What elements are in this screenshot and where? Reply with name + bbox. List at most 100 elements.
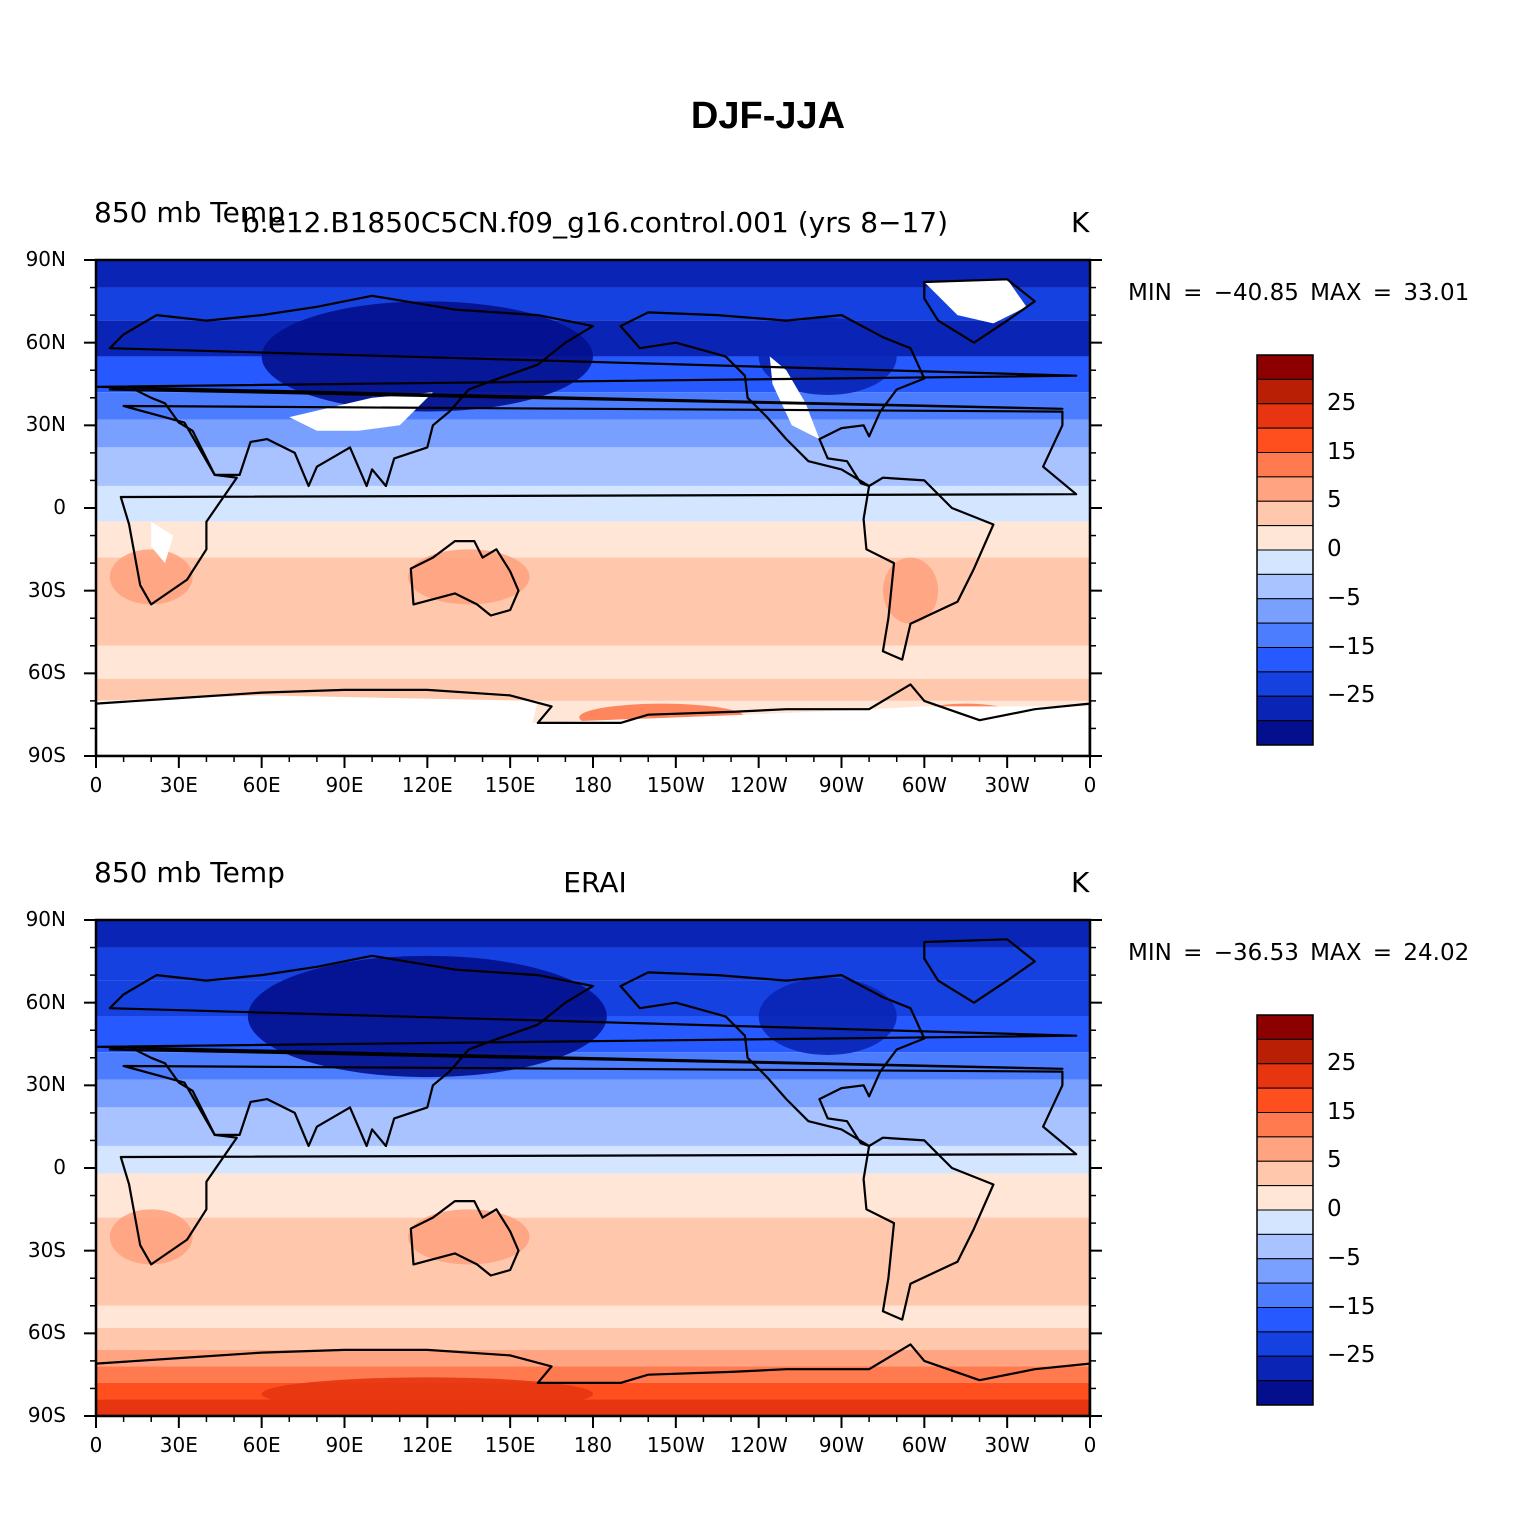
colorbar-swatch — [1256, 1209, 1314, 1235]
x-tick-label: 60W — [901, 773, 947, 797]
x-tick-label: 60W — [901, 1433, 947, 1457]
contour-band — [96, 1399, 1090, 1416]
colorbar-tick-label: −5 — [1327, 1244, 1361, 1271]
y-tick-label: 60N — [25, 989, 66, 1014]
south-america-warm — [882, 557, 939, 624]
colorbar-swatch — [1256, 1185, 1314, 1211]
coastline — [409, 1200, 520, 1277]
colorbar-swatch — [1256, 525, 1314, 551]
x-tick-label: 60E — [242, 773, 281, 797]
coastline — [862, 1136, 995, 1321]
south-africa-warm — [109, 1209, 193, 1265]
y-tick-label: 30N — [25, 412, 66, 437]
colorbar-tick-label: −15 — [1327, 1293, 1376, 1320]
colorbar-tick-label: −15 — [1327, 633, 1376, 660]
colorbar-tick-label: 5 — [1327, 487, 1342, 514]
coastline — [923, 938, 1036, 1004]
canada-cold-core — [758, 317, 897, 396]
coastline — [119, 404, 1078, 606]
colorbar-swatch — [1256, 549, 1314, 575]
x-tick-label: 90E — [325, 1433, 364, 1457]
colorbar-swatch — [1256, 573, 1314, 600]
panel-variable-label: 850 mb Temp — [94, 196, 285, 229]
colorbar-tick-label: 0 — [1327, 536, 1342, 562]
colorbar-tick-label: −25 — [1327, 682, 1376, 709]
x-tick-label: 0 — [1083, 1433, 1097, 1457]
colorbar-swatch — [1256, 476, 1314, 502]
x-tick-label: 180 — [573, 773, 613, 797]
x-tick-label: 0 — [1083, 773, 1097, 797]
x-tick-label: 180 — [573, 1433, 613, 1457]
colorbar-swatch — [1256, 1038, 1314, 1065]
colorbar-swatch — [1256, 598, 1314, 624]
y-tick-label: 30S — [27, 1237, 66, 1262]
coastline — [96, 954, 1078, 1148]
panel-variable-label: 850 mb Temp — [94, 856, 285, 889]
contour-band — [96, 557, 1090, 646]
colorbar-swatch — [1256, 1233, 1314, 1260]
colorbar-tick-label: 25 — [1327, 389, 1357, 416]
x-tick-label: 90W — [818, 1433, 865, 1457]
figure-title: DJF-JJA — [690, 95, 846, 137]
colorbar-swatch — [1256, 1136, 1314, 1162]
contour-band — [96, 419, 1090, 448]
panel-minmax-label: MIN = −40.85 MAX = 33.01 — [1128, 280, 1470, 306]
x-tick-label: 90W — [818, 773, 865, 797]
contour-band — [96, 920, 1090, 948]
coastline — [409, 540, 520, 617]
contour-band — [96, 678, 1090, 701]
panel-units-label: K — [1071, 866, 1090, 899]
contour-band — [96, 1327, 1090, 1350]
contour-band — [96, 447, 1090, 486]
missing-data-region — [924, 279, 1027, 324]
y-tick-label: 0 — [53, 495, 66, 519]
colorbar-swatch — [1256, 427, 1314, 453]
colorbar-swatch — [1256, 647, 1314, 673]
contour-band — [96, 1107, 1090, 1146]
contour-band — [96, 1366, 1090, 1383]
australia-warm — [408, 549, 530, 605]
y-tick-label: 0 — [53, 1155, 66, 1179]
x-tick-label: 60E — [242, 1433, 281, 1457]
contour-band — [96, 1305, 1090, 1328]
colorbar-swatch — [1256, 720, 1314, 746]
missing-data-region — [151, 521, 174, 564]
colorbar-swatch — [1256, 403, 1314, 429]
colorbar-tick-label: 15 — [1327, 1098, 1357, 1125]
colorbar-swatch — [1256, 1063, 1314, 1089]
x-tick-label: 0 — [89, 773, 103, 797]
y-tick-label: 60S — [27, 1320, 66, 1345]
y-tick-label: 30S — [27, 577, 66, 602]
colorbar-swatch — [1256, 1331, 1314, 1357]
map-panel-model: b.e12.B1850C5CN.f09_g16.control.001 (yrs… — [0, 196, 1536, 850]
panel-case-label: ERAI — [563, 866, 627, 899]
coastline — [619, 971, 926, 1148]
colorbar-swatch — [1256, 1282, 1314, 1308]
x-tick-label: 120W — [729, 773, 788, 797]
x-tick-label: 90E — [325, 773, 364, 797]
colorbar-swatch — [1256, 378, 1314, 405]
x-tick-label: 30W — [984, 1433, 1030, 1457]
coastline — [862, 476, 995, 661]
colorbar-swatch — [1256, 452, 1314, 478]
colorbar-swatch — [1256, 1355, 1314, 1382]
x-tick-label: 30E — [159, 1433, 198, 1457]
y-tick-label: 60N — [25, 329, 66, 354]
coastline — [923, 278, 1036, 344]
y-tick-label: 60S — [27, 660, 66, 685]
x-tick-label: 150W — [646, 1433, 705, 1457]
x-tick-label: 30W — [984, 773, 1030, 797]
coastline — [96, 683, 1090, 756]
x-tick-label: 120W — [729, 1433, 788, 1457]
colorbar-swatch — [1256, 500, 1314, 527]
colorbar-frame — [1256, 1014, 1314, 1406]
colorbar-swatch — [1256, 1258, 1314, 1284]
x-tick-label: 150W — [646, 773, 705, 797]
colorbar-tick-label: −25 — [1327, 1342, 1376, 1369]
contour-band — [96, 645, 1090, 679]
colorbar-tick-label: 25 — [1327, 1049, 1357, 1076]
colorbar-swatch — [1256, 695, 1314, 722]
colorbar-swatch — [1256, 1380, 1314, 1406]
contour-band — [96, 1173, 1090, 1218]
x-tick-label: 120E — [401, 773, 453, 797]
